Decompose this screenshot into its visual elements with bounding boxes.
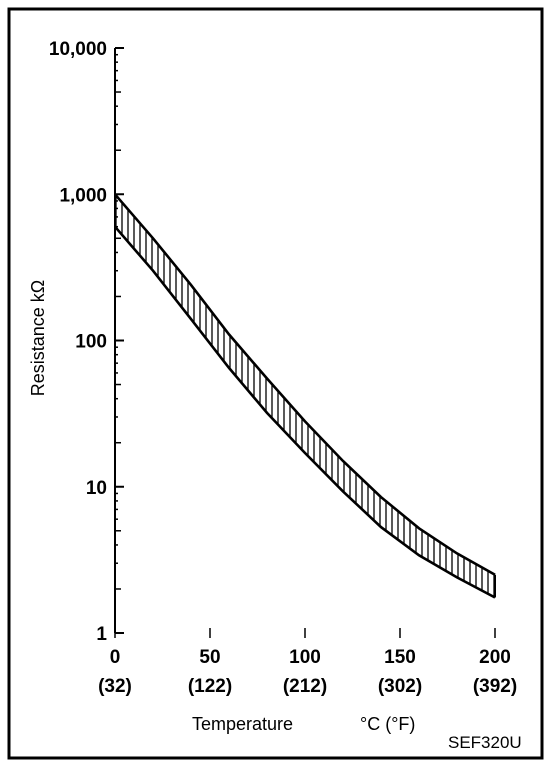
x-axis-units: °C (°F) — [360, 714, 415, 734]
x-tick-label: 200 — [479, 647, 511, 668]
y-tick-label: 100 — [75, 332, 107, 353]
x-tick-label-fahrenheit: (392) — [473, 676, 517, 697]
figure-code: SEF320U — [448, 733, 522, 752]
y-tick-label: 1 — [96, 624, 107, 645]
x-tick-label: 100 — [289, 647, 321, 668]
x-tick-label: 50 — [199, 647, 220, 668]
y-axis-title: Resistance kΩ — [28, 280, 48, 397]
lower-limit-curve — [114, 225, 496, 599]
x-tick-label-fahrenheit: (302) — [378, 676, 422, 697]
y-tick-label: 1,000 — [59, 185, 107, 206]
x-axis-title: Temperature — [192, 714, 293, 734]
x-tick-label-fahrenheit: (122) — [188, 676, 232, 697]
y-tick-label: 10 — [86, 478, 107, 499]
outer-frame — [7, 7, 544, 760]
x-tick-label: 150 — [384, 647, 416, 668]
plot-layer: 1 10 100 1,000 10,000 0 (32) 50 (122) 100 (212) 150… — [49, 39, 517, 697]
x-tick-label: 0 — [110, 647, 121, 668]
resistance-band-area — [115, 194, 495, 598]
y-tick-label: 10,000 — [49, 39, 107, 60]
x-tick-label-fahrenheit: (32) — [98, 676, 132, 697]
x-tick-label-fahrenheit: (212) — [283, 676, 327, 697]
upper-limit-curve — [114, 193, 496, 576]
